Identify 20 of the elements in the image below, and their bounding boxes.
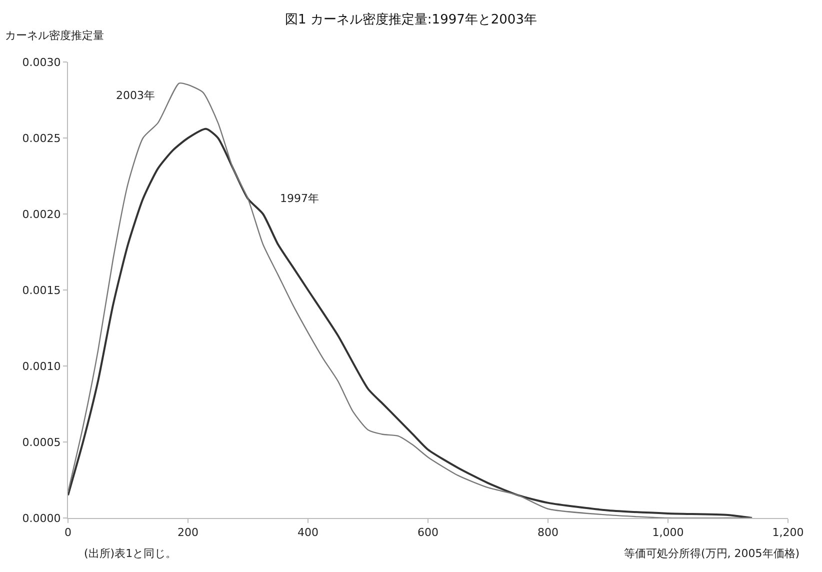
y-tick-label: 0.0025 — [22, 132, 61, 145]
text: (出所)表1と同じ。 — [84, 547, 177, 560]
x-tick-label: 1,000 — [652, 526, 684, 540]
x-tick-label: 200 — [178, 526, 198, 540]
x-tick-label: 0 — [64, 526, 72, 540]
y-tick-label: 0.0010 — [22, 360, 61, 373]
x-tick-label: 800 — [538, 526, 558, 540]
y-tick-label: 0.0020 — [22, 208, 61, 221]
y-tick-label: 0.0000 — [22, 512, 61, 525]
y-tick-label: 0.0015 — [22, 284, 61, 297]
x-tick-label: 600 — [418, 526, 438, 540]
series-label: 2003年 — [116, 89, 155, 102]
y-tick-label: 0.0005 — [22, 436, 61, 449]
y-axis-title: カーネル密度推定量 — [5, 29, 104, 42]
x-tick-label: 1,200 — [772, 526, 804, 540]
x-axis-title: 等価可処分所得(万円, 2005年価格) — [624, 547, 800, 560]
y-tick-label: 0.0030 — [22, 56, 61, 69]
chart-title: 図1 カーネル密度推定量:1997年と2003年 — [285, 11, 537, 28]
x-tick-label: 400 — [298, 526, 318, 540]
series-label: 1997年 — [280, 192, 319, 205]
